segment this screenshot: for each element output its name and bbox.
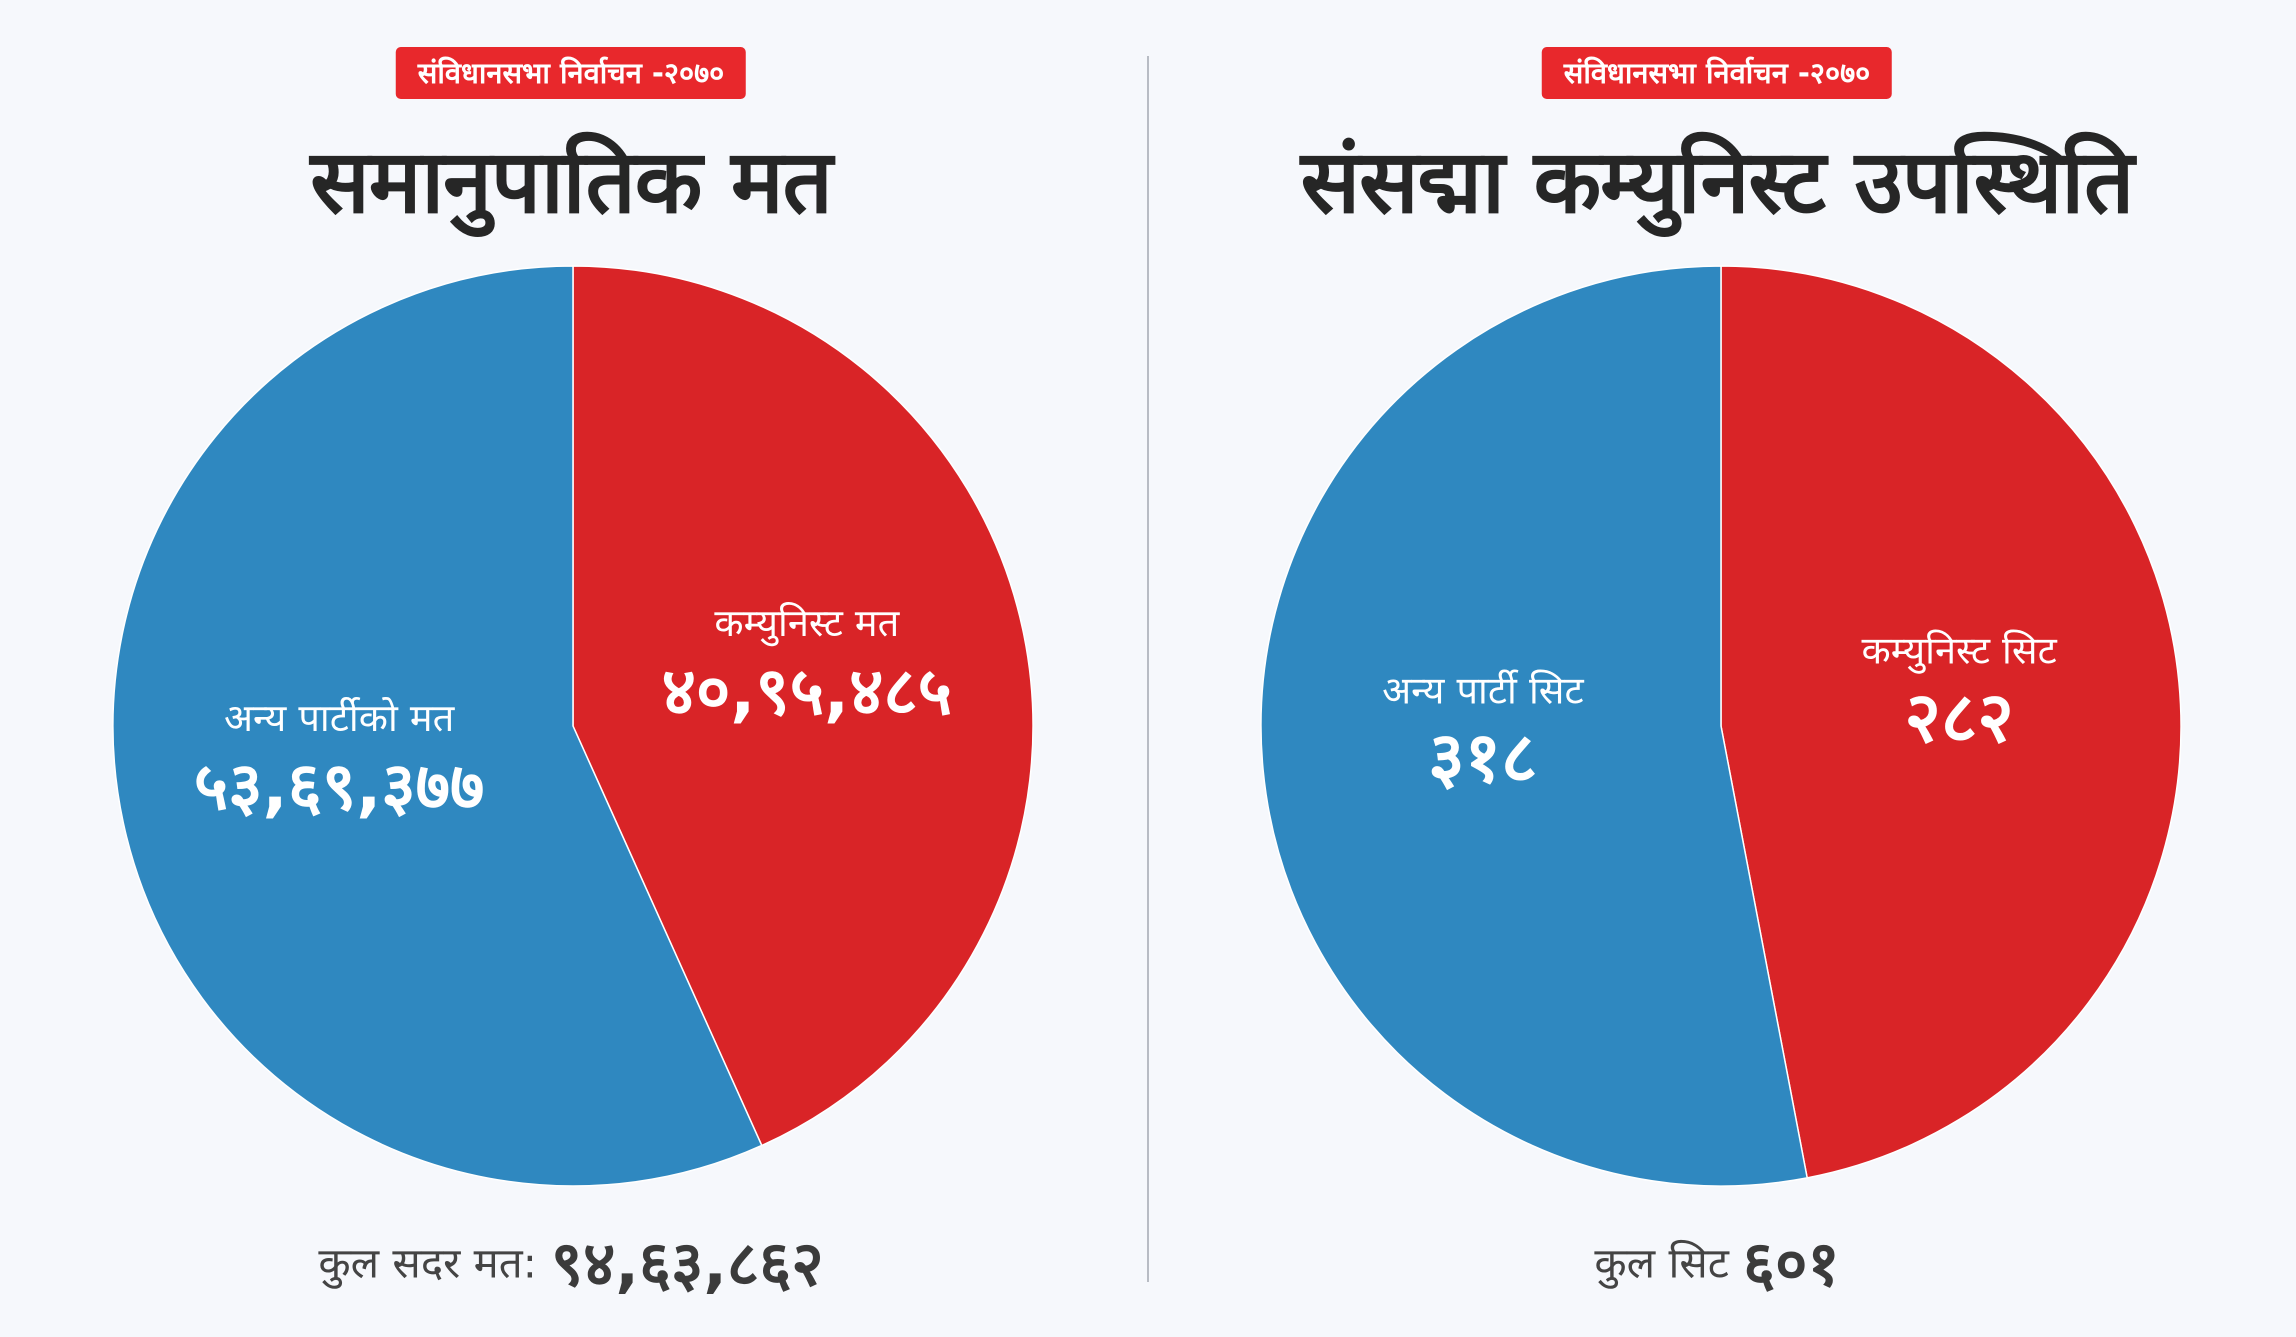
slice-value-label: ५३,६९,३७७ — [194, 748, 484, 825]
pie-slice-0 — [572, 265, 1034, 1147]
total-votes: कुल सदर मत: ९४,६३,८६२ — [318, 1220, 823, 1304]
chart-title: समानुपातिक मत — [310, 130, 832, 233]
chart-title: संसद्मा कम्युनिस्ट उपस्थिति — [1300, 130, 2135, 233]
slice-value-label: २८२ — [1905, 676, 2014, 758]
election-badge: संविधानसभा निर्वाचन -२०७० — [395, 47, 747, 99]
pie-slice-1 — [112, 265, 763, 1187]
election-badge: संविधानसभा निर्वाचन -२०७० — [1541, 47, 1893, 99]
total-votes-label: कुल सदर मत: — [318, 1238, 537, 1288]
total-seats: कुल सिट ६०१ — [1594, 1220, 1839, 1304]
total-seats-value: ६०१ — [1742, 1227, 1840, 1300]
chart-panel-proportional-votes: संविधानसभा निर्वाचन -२०७० समानुपातिक मत … — [112, 47, 1034, 1304]
total-seats-label: कुल सिट — [1594, 1238, 1729, 1288]
pie-slice-0 — [1720, 265, 2182, 1179]
pie-chart-votes: कम्युनिस्ट मत ४०,९५,४८५ अन्य पार्टीको मत ५३… — [112, 265, 1034, 1187]
chart-panel-parliament-seats: संविधानसभा निर्वाचन -२०७० संसद्मा कम्युन… — [1148, 0, 2296, 1337]
slice-value-label: ४०,९५,४८५ — [662, 653, 952, 730]
slice-label: अन्य पार्टी सिट — [1382, 669, 1584, 713]
slice-label: कम्युनिस्ट मत — [714, 601, 900, 647]
panel-divider — [1147, 56, 1149, 1282]
slice-value-label: ३१८ — [1428, 717, 1537, 799]
slice-label: कम्युनिस्ट सिट — [1862, 628, 2058, 674]
total-votes-value: ९४,६३,८६२ — [550, 1227, 824, 1300]
pie-slice-1 — [1260, 265, 1809, 1187]
slice-label: अन्य पार्टीको मत — [224, 696, 456, 740]
